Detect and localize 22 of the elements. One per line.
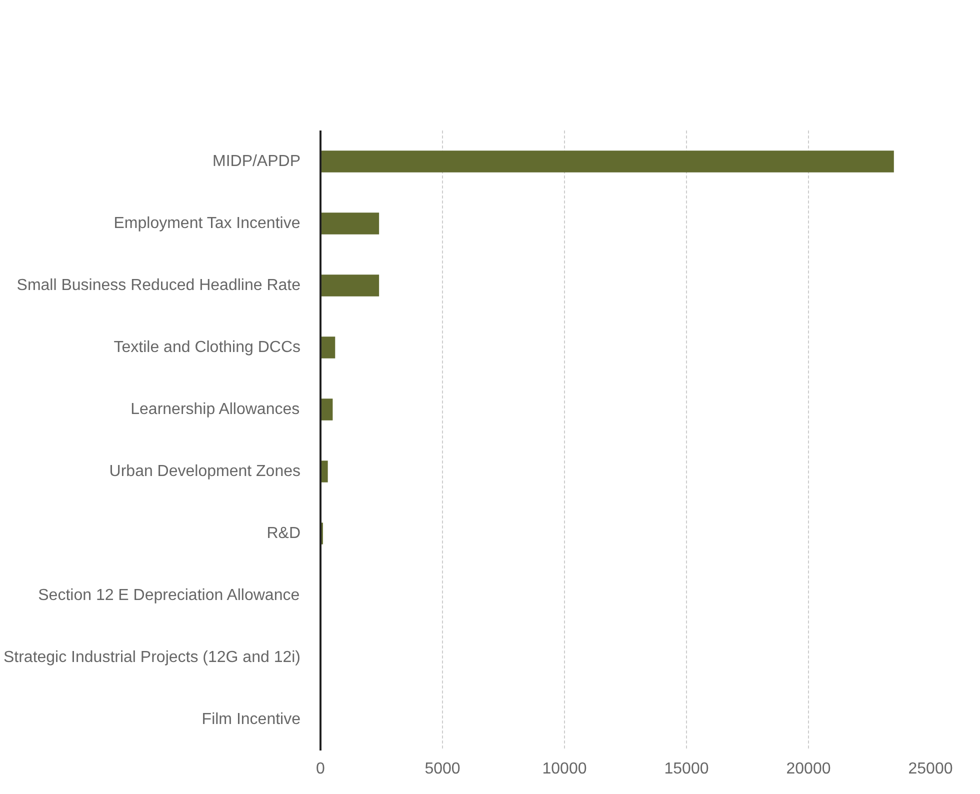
bar [320, 398, 333, 420]
x-tick-label: 5000 [424, 760, 460, 778]
bar [320, 150, 894, 172]
x-tick-label: 0 [316, 760, 326, 778]
bar [320, 274, 380, 296]
y-tick-label: Strategic Industrial Projects (12G and 12i) [3, 649, 300, 666]
bar [320, 460, 328, 482]
bar [320, 336, 336, 358]
y-tick-label: MIDP/APDP [212, 153, 300, 170]
y-tick-label: Textile and Clothing DCCs [114, 339, 300, 356]
x-tick-label: 10000 [542, 760, 587, 778]
x-tick-label: 15000 [664, 760, 709, 778]
x-tick-label: 25000 [908, 760, 953, 778]
y-tick-label: Film Incentive [202, 711, 301, 728]
y-tick-label: Small Business Reduced Headline Rate [16, 277, 301, 294]
y-tick-label: Learnership Allowances [130, 401, 300, 418]
y-tick-label: R&D [266, 525, 300, 542]
bar [320, 212, 380, 234]
x-tick-label: 20000 [786, 760, 831, 778]
y-tick-label: Section 12 E Depreciation Allowance [38, 587, 300, 604]
y-tick-label: Urban Development Zones [109, 463, 301, 480]
y-tick-label: Employment Tax Incentive [114, 215, 300, 232]
